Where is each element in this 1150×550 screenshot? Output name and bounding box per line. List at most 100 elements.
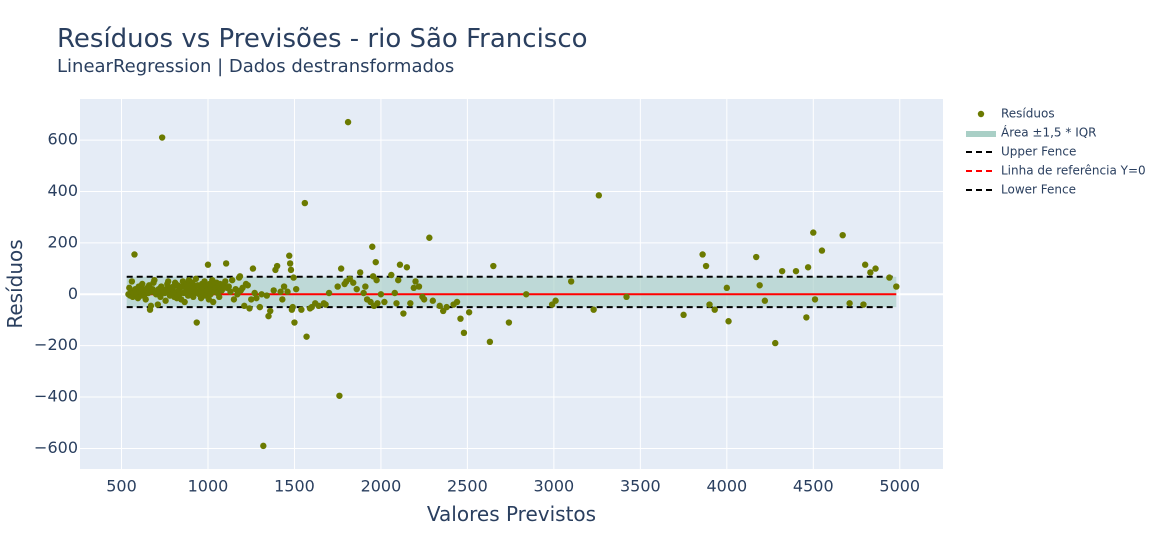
residual-point: [711, 306, 718, 313]
residual-point: [228, 276, 236, 284]
residual-point: [227, 288, 234, 295]
residual-point: [523, 291, 530, 298]
residual-point: [263, 292, 270, 299]
legend-marker: [977, 110, 985, 118]
residual-point: [289, 303, 296, 311]
y-tick-label: −600: [34, 438, 78, 457]
residual-point: [396, 261, 404, 268]
residual-point: [162, 297, 169, 304]
residual-point: [453, 298, 461, 306]
residual-point: [232, 285, 239, 293]
residual-points: [125, 118, 900, 450]
residual-point: [567, 278, 575, 285]
residual-point: [258, 291, 265, 298]
residual-point: [209, 298, 217, 306]
residual-point: [356, 269, 364, 276]
x-tick-label: 2000: [361, 477, 402, 496]
legend-item[interactable]: Área ±1,5 * IQR: [966, 125, 1097, 140]
x-tick-label: 500: [106, 477, 137, 496]
residual-point: [337, 265, 345, 272]
residual-point: [818, 247, 826, 254]
residual-point: [267, 307, 274, 315]
residual-point: [241, 302, 248, 310]
residual-point: [505, 319, 513, 326]
residual-point: [246, 305, 253, 312]
residual-point: [286, 252, 293, 259]
residual-point: [265, 312, 272, 320]
residual-point: [420, 296, 428, 303]
residual-point: [336, 392, 343, 399]
residual-point: [303, 333, 310, 340]
residual-point: [725, 318, 732, 325]
x-tick-label: 3000: [534, 477, 575, 496]
legend[interactable]: Resíduos Área ±1,5 * IQR Upper Fence Linha …: [966, 107, 1146, 197]
residual-point: [192, 275, 200, 283]
x-tick-label: 3500: [620, 477, 661, 496]
residual-point: [391, 289, 398, 297]
y-tick-label: 200: [47, 232, 78, 251]
residual-point: [291, 319, 298, 326]
residual-point: [552, 297, 559, 304]
residual-point: [846, 300, 853, 307]
residual-point: [761, 297, 769, 304]
residual-point: [886, 274, 893, 281]
residual-point: [804, 264, 812, 271]
residual-point: [436, 302, 443, 310]
residual-point: [756, 282, 763, 289]
y-tick-label: −200: [34, 335, 78, 354]
residual-point: [154, 301, 162, 308]
x-axis-title: Valores Previstos: [427, 502, 596, 526]
residual-point: [256, 303, 264, 311]
residual-point: [301, 199, 309, 207]
residual-point: [201, 278, 208, 285]
residual-point: [429, 297, 437, 304]
residual-point: [222, 278, 229, 285]
legend-label: Linha de referência Y=0: [1001, 164, 1146, 178]
x-tick-label: 2500: [447, 477, 488, 496]
residual-point: [249, 265, 257, 272]
residual-point: [706, 301, 713, 308]
residual-point: [623, 293, 630, 301]
residual-point: [362, 283, 369, 290]
residual-point: [270, 287, 277, 294]
residual-point: [181, 298, 188, 306]
legend-label: Área ±1,5 * IQR: [1001, 125, 1097, 140]
residual-point: [369, 243, 376, 250]
residual-point: [218, 287, 226, 294]
y-axis-title: Resíduos: [3, 239, 27, 328]
residual-point: [353, 285, 360, 293]
residual-point: [230, 296, 238, 303]
residual-point: [279, 296, 286, 303]
x-tick-label: 1500: [274, 477, 315, 496]
legend-label: Resíduos: [1001, 107, 1055, 121]
residual-point: [426, 234, 433, 241]
residual-point: [360, 289, 367, 297]
legend-label: Lower Fence: [1001, 183, 1076, 197]
residual-point: [350, 279, 357, 286]
residual-point: [260, 442, 267, 450]
x-tick-label: 4000: [706, 477, 747, 496]
legend-item[interactable]: Resíduos: [977, 107, 1055, 121]
residual-point: [457, 315, 464, 322]
residual-point: [699, 251, 706, 258]
residual-point: [334, 283, 341, 290]
residual-point: [158, 134, 166, 141]
y-tick-label: 600: [47, 130, 78, 149]
residual-point: [412, 278, 419, 285]
y-tick-label: 0: [68, 284, 78, 303]
residual-point: [415, 283, 423, 290]
legend-item[interactable]: Upper Fence: [966, 145, 1076, 159]
y-tick-label: 400: [47, 181, 78, 200]
residual-point: [811, 296, 819, 303]
residual-point: [222, 260, 230, 267]
x-axis-ticks: 500 1000 1500 2000 2500 3000 3500 4000 4500 5000: [106, 477, 920, 496]
residual-point: [381, 298, 388, 306]
residual-point: [139, 280, 146, 288]
residual-point: [792, 267, 800, 275]
legend-item[interactable]: Lower Fence: [966, 183, 1076, 197]
residual-point: [273, 262, 281, 270]
legend-item[interactable]: Linha de referência Y=0: [966, 164, 1146, 178]
residual-point: [867, 269, 874, 276]
residual-point: [778, 267, 786, 275]
residual-point: [292, 285, 300, 293]
